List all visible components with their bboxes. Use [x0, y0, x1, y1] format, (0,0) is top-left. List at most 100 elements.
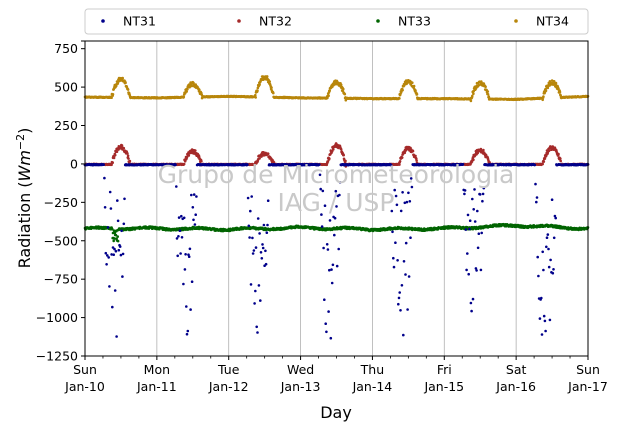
data-point [261, 246, 265, 250]
data-point [120, 229, 123, 233]
data-point [182, 95, 186, 99]
legend-label: NT34 [536, 14, 569, 29]
data-point [114, 249, 118, 253]
data-point [322, 246, 325, 250]
data-point [119, 253, 123, 257]
data-point [541, 98, 544, 102]
data-point [392, 256, 395, 260]
data-point [249, 209, 252, 213]
data-point [542, 95, 545, 98]
data-point [339, 83, 343, 87]
data-point [266, 199, 270, 202]
data-point [112, 253, 115, 256]
data-point [415, 92, 419, 96]
data-point [113, 237, 116, 240]
data-point [414, 89, 417, 92]
data-point [257, 284, 261, 287]
data-point [329, 336, 333, 340]
data-point [185, 305, 188, 308]
data-point [182, 216, 186, 220]
data-point [401, 191, 404, 194]
data-point [184, 253, 187, 256]
data-point [412, 84, 416, 88]
data-point [112, 239, 115, 243]
data-point [186, 88, 189, 91]
data-point [268, 80, 272, 83]
legend-marker [101, 19, 105, 23]
legend-item-nt33: NT33 [376, 14, 431, 29]
data-point [188, 247, 192, 251]
data-point [111, 93, 115, 96]
data-point [124, 81, 127, 85]
data-point [320, 225, 324, 228]
data-point [120, 144, 124, 147]
data-point [542, 160, 546, 163]
legend: NT31 NT32 NT33 NT34 [84, 8, 589, 35]
legend-frame [84, 8, 589, 35]
data-point [264, 262, 268, 266]
data-point [544, 89, 548, 93]
vertical-gridlines [156, 41, 517, 356]
data-point [102, 163, 105, 166]
data-point [176, 254, 179, 258]
data-point [392, 265, 396, 269]
data-point [177, 216, 181, 219]
data-point [400, 284, 404, 287]
data-point [330, 281, 334, 285]
data-point [266, 223, 269, 227]
data-point [122, 222, 126, 226]
data-point [409, 236, 412, 239]
data-point [411, 81, 414, 84]
data-point [116, 199, 119, 202]
data-point [252, 249, 256, 252]
data-point [111, 305, 114, 309]
data-point [408, 200, 412, 203]
legend-marker [237, 19, 241, 23]
legend-item-nt34: NT34 [514, 14, 569, 29]
data-point [195, 195, 198, 198]
data-point [183, 268, 187, 271]
data-point [469, 99, 473, 103]
data-point [111, 161, 114, 164]
data-point [185, 332, 189, 336]
data-point [324, 322, 328, 326]
data-point [187, 154, 191, 157]
data-point [399, 209, 403, 213]
data-point [260, 257, 264, 260]
data-point [193, 223, 197, 226]
data-point [109, 207, 113, 210]
data-point [185, 90, 188, 93]
data-point [256, 217, 260, 220]
data-point [121, 76, 124, 80]
data-point [253, 302, 256, 305]
data-point [399, 309, 402, 312]
data-point [543, 157, 547, 160]
data-point [258, 83, 261, 86]
data-point [394, 241, 397, 244]
data-point [472, 92, 475, 95]
data-point [121, 275, 124, 278]
data-point [111, 231, 115, 235]
data-point [116, 239, 120, 243]
data-point [395, 203, 399, 207]
data-point [270, 86, 273, 89]
data-point [339, 148, 343, 151]
data-point [323, 298, 326, 302]
data-point [328, 268, 331, 272]
data-point [342, 153, 346, 157]
data-point [191, 206, 195, 209]
data-point [190, 193, 193, 197]
data-point [343, 92, 347, 96]
data-point [127, 157, 130, 160]
data-point [484, 85, 487, 89]
data-point [186, 329, 190, 333]
data-point [117, 248, 121, 252]
data-points [83, 75, 590, 340]
legend-item-nt31: NT31 [101, 14, 156, 29]
data-point [330, 268, 333, 271]
data-point [189, 308, 192, 311]
data-point [254, 96, 257, 99]
data-point [396, 259, 399, 262]
data-point [112, 156, 116, 160]
